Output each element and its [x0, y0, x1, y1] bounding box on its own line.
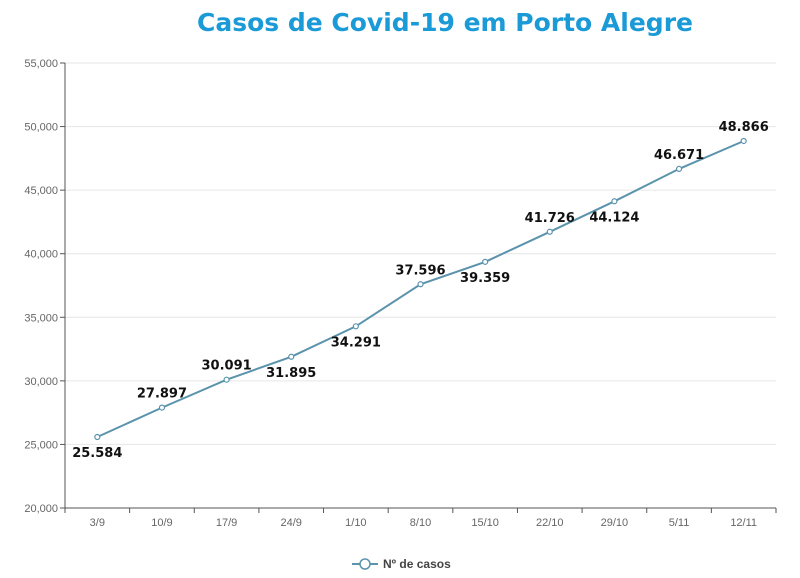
data-point[interactable]: [675, 165, 683, 172]
y-tick-label: 30,000: [24, 376, 58, 388]
data-point[interactable]: [417, 281, 424, 288]
data-point[interactable]: [288, 353, 295, 360]
data-label: 25.584: [72, 446, 122, 461]
y-tick-label: 25,000: [24, 439, 58, 451]
data-point[interactable]: [740, 137, 747, 145]
gridlines: [65, 62, 776, 445]
y-tick-label: 45,000: [24, 185, 58, 197]
data-label: 31.895: [266, 366, 316, 381]
y-tick-label: 20,000: [24, 503, 58, 515]
legend[interactable]: Nº de casos: [352, 557, 451, 571]
data-label: 39.359: [460, 271, 510, 286]
data-label: 30.091: [202, 359, 252, 374]
y-tick-label: 40,000: [24, 249, 58, 261]
x-tick-label: 22/10: [536, 517, 564, 529]
x-tick-label: 3/9: [90, 517, 105, 529]
series-line: [94, 137, 747, 441]
data-point[interactable]: [546, 228, 553, 235]
data-point[interactable]: [94, 433, 101, 441]
x-tick-label: 5/11: [669, 517, 690, 529]
x-axis: 3/9 10/9 17/9 24/9 1/10 8/10 15/10 22/10 29/10 5/…: [64, 507, 777, 529]
data-label: 44.124: [589, 210, 639, 225]
data-label: 46.671: [654, 148, 704, 163]
x-tick-label: 10/9: [151, 517, 172, 529]
series-path: [96, 140, 745, 438]
y-tick-label: 55,000: [24, 58, 58, 70]
x-tick-label: 15/10: [471, 517, 499, 529]
chart-title: Casos de Covid-19 em Porto Alegre: [197, 8, 693, 37]
data-label: 37.596: [395, 263, 445, 278]
data-point[interactable]: [352, 323, 359, 330]
x-tick-label: 29/10: [601, 517, 629, 529]
data-label: 27.897: [137, 387, 187, 402]
data-point[interactable]: [482, 258, 489, 265]
data-labels: 25.584 27.897 30.091 31.895 34.291 37.596 39.3…: [72, 120, 769, 461]
x-tick-label: 12/11: [730, 517, 757, 529]
data-point[interactable]: [158, 404, 166, 411]
legend-label[interactable]: Nº de casos: [383, 557, 451, 571]
x-tick-label: 17/9: [216, 517, 237, 529]
x-tick-label: 8/10: [410, 517, 431, 529]
data-point[interactable]: [223, 376, 230, 383]
y-tick-label: 35,000: [24, 312, 58, 324]
x-tick-label: 1/10: [345, 517, 366, 529]
data-point[interactable]: [611, 198, 618, 205]
y-axis: 20,000 25,000 30,000 35,000 40,000 45,000 50,0…: [24, 58, 66, 515]
data-label: 34.291: [331, 335, 381, 350]
y-tick-label: 50,000: [24, 122, 58, 134]
data-label: 41.726: [525, 211, 575, 226]
x-tick-label: 24/9: [281, 517, 302, 529]
legend-marker-icon: [359, 558, 371, 570]
data-label: 48.866: [719, 120, 769, 135]
